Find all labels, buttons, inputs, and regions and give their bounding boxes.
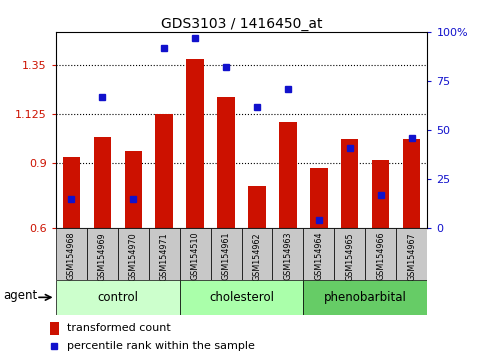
Bar — [341, 139, 358, 228]
Bar — [125, 151, 142, 228]
Text: GSM154965: GSM154965 — [345, 232, 355, 281]
Bar — [303, 280, 427, 315]
Text: GSM154968: GSM154968 — [67, 232, 75, 280]
Text: GSM154969: GSM154969 — [98, 232, 107, 281]
Bar — [242, 228, 272, 280]
Bar — [366, 228, 397, 280]
Bar — [334, 228, 366, 280]
Text: GSM154961: GSM154961 — [222, 232, 230, 280]
Text: cholesterol: cholesterol — [209, 291, 274, 304]
Text: phenobarbital: phenobarbital — [324, 291, 407, 304]
Text: transformed count: transformed count — [67, 323, 170, 333]
Bar — [56, 228, 86, 280]
Bar — [180, 280, 303, 315]
Text: GSM154510: GSM154510 — [190, 232, 199, 280]
Bar — [303, 228, 334, 280]
Bar — [86, 228, 117, 280]
Bar — [62, 158, 80, 228]
Bar — [186, 59, 203, 228]
Text: GSM154962: GSM154962 — [253, 232, 261, 281]
Text: GSM154964: GSM154964 — [314, 232, 324, 280]
Bar — [217, 97, 235, 228]
Text: GSM154963: GSM154963 — [284, 232, 293, 280]
Bar — [117, 228, 149, 280]
Bar — [280, 122, 297, 228]
Text: GSM154967: GSM154967 — [408, 232, 416, 281]
Title: GDS3103 / 1416450_at: GDS3103 / 1416450_at — [161, 17, 322, 31]
Text: percentile rank within the sample: percentile rank within the sample — [67, 341, 255, 351]
Text: GSM154971: GSM154971 — [159, 232, 169, 281]
Bar — [50, 322, 59, 335]
Bar — [403, 139, 421, 228]
Bar — [156, 114, 172, 228]
Bar — [248, 186, 266, 228]
Bar — [94, 137, 111, 228]
Bar — [149, 228, 180, 280]
Bar — [397, 228, 427, 280]
Bar — [180, 228, 211, 280]
Bar — [56, 280, 180, 315]
Text: GSM154970: GSM154970 — [128, 232, 138, 281]
Text: GSM154966: GSM154966 — [376, 232, 385, 280]
Bar — [211, 228, 242, 280]
Bar — [372, 160, 389, 228]
Bar — [311, 168, 327, 228]
Bar — [272, 228, 303, 280]
Text: control: control — [97, 291, 138, 304]
Text: agent: agent — [3, 289, 37, 302]
